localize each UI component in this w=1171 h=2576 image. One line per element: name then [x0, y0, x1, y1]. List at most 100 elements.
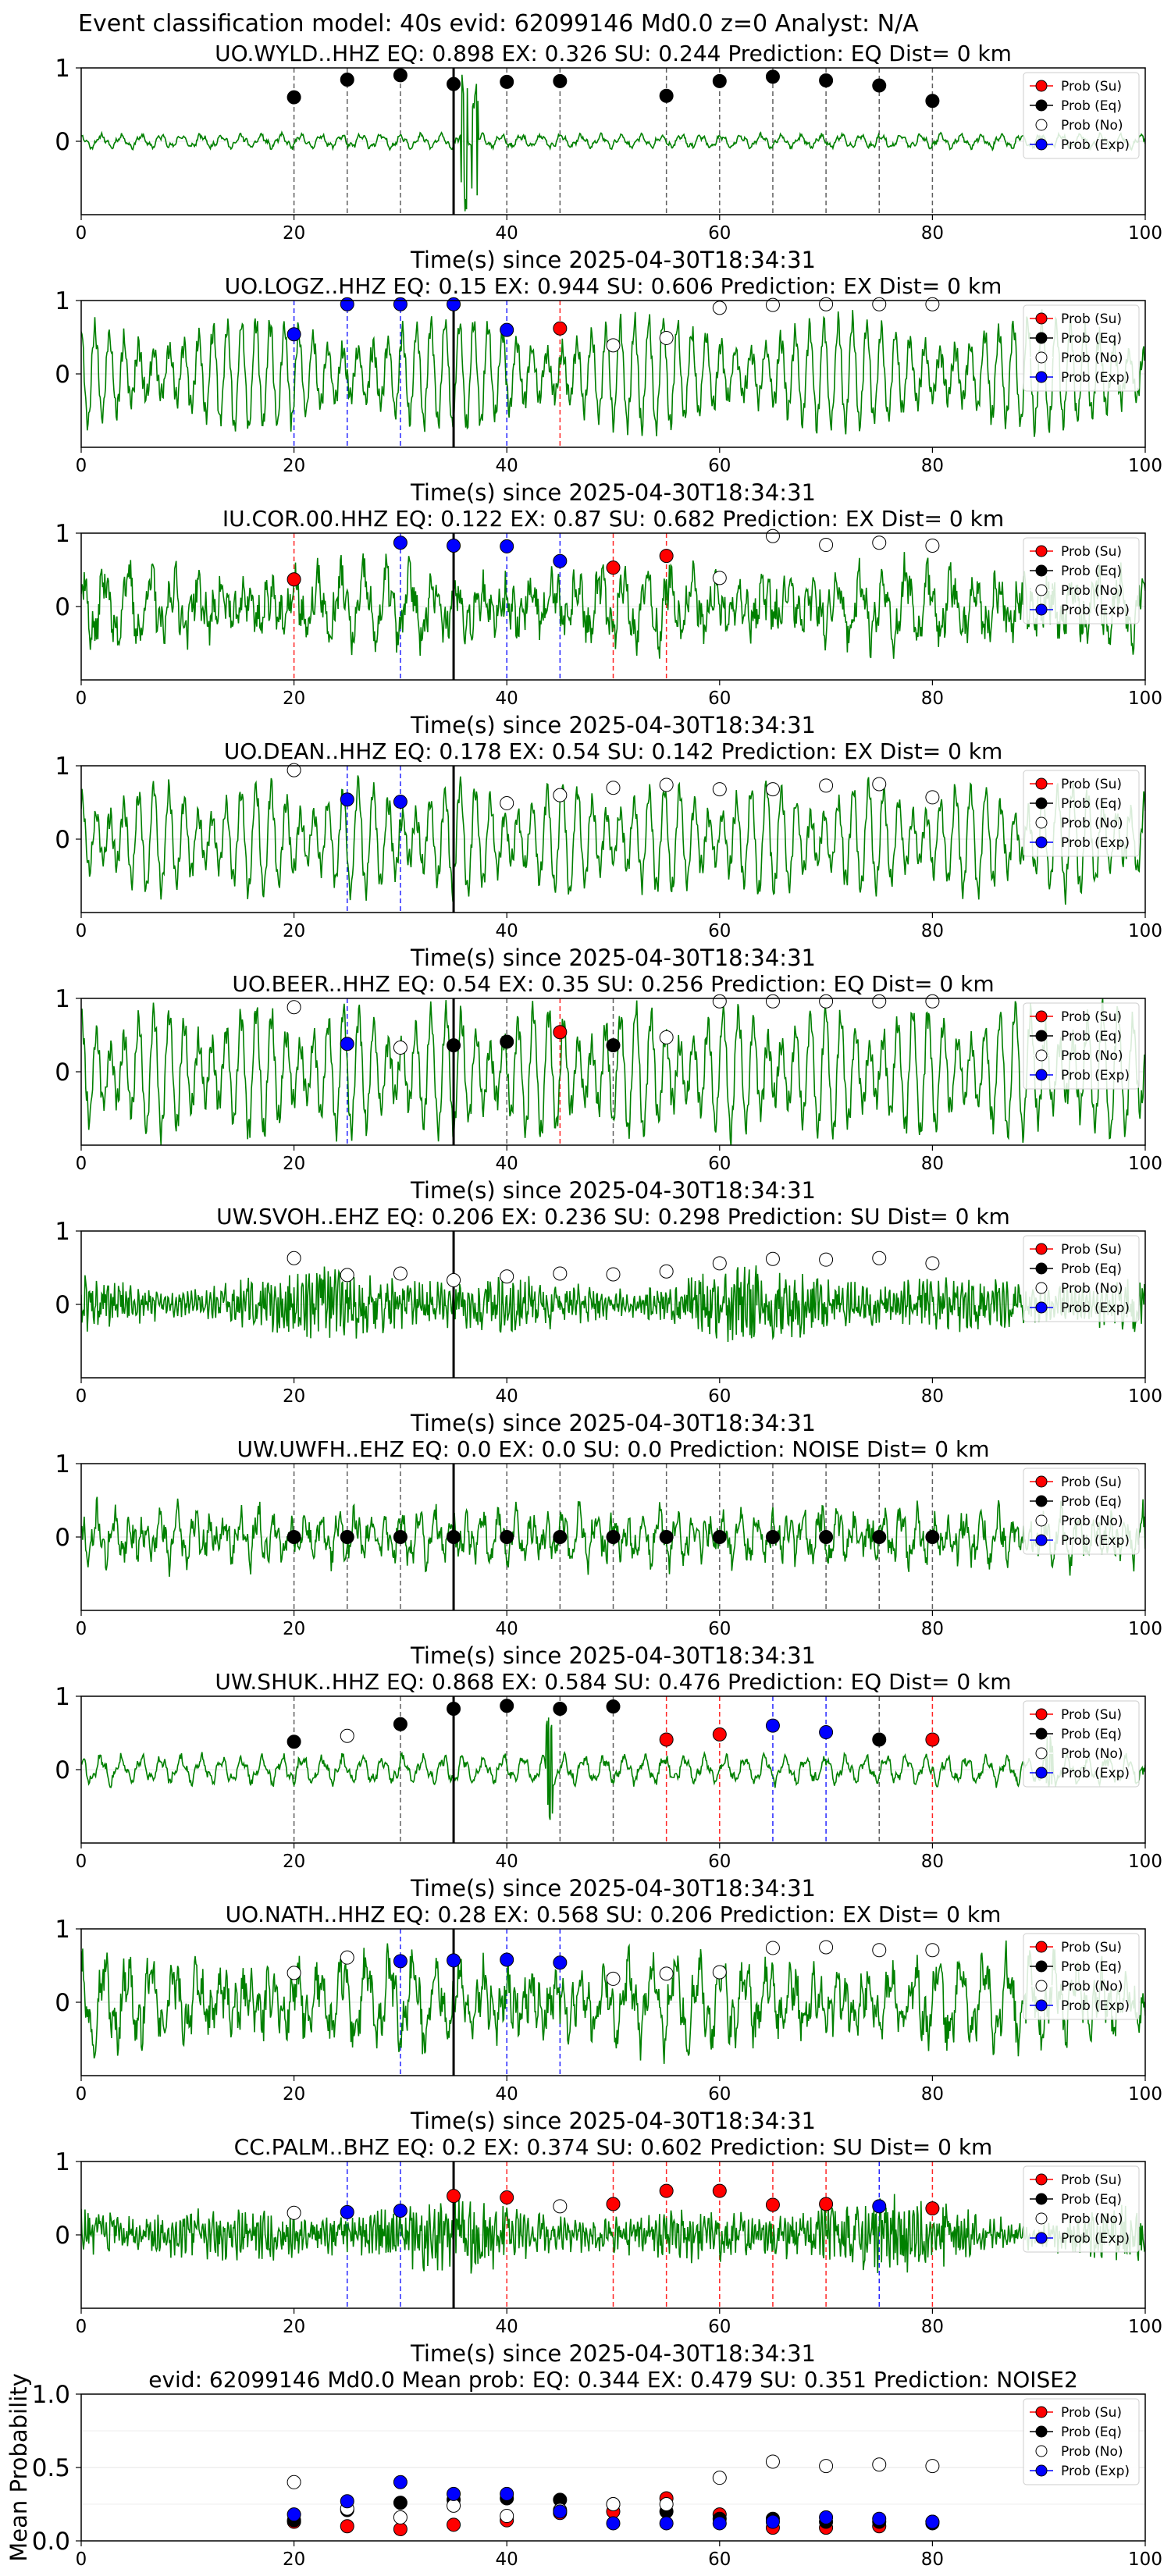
legend-label: Prob (Su) [1061, 1475, 1122, 1490]
probability-marker-no [659, 1966, 674, 1981]
x-axis-label: Time(s) since 2025-04-30T18:34:31 [410, 1642, 816, 1669]
x-tick-label: 0 [76, 688, 87, 709]
probability-marker-exp [447, 538, 461, 553]
probability-marker-no [925, 1256, 940, 1271]
probability-marker-exp [872, 2199, 887, 2214]
legend-label: Prob (Su) [1061, 1707, 1122, 1723]
panel-title: UO.NATH..HHZ EQ: 0.28 EX: 0.568 SU: 0.20… [226, 1902, 1002, 1927]
probability-marker-exp [500, 1952, 514, 1967]
x-tick-label: 60 [708, 921, 731, 941]
legend-marker-exp [1035, 2464, 1048, 2477]
station-panels: UO.WYLD..HHZ EQ: 0.898 EX: 0.326 SU: 0.2… [5, 41, 1162, 2570]
x-tick-label: 40 [496, 1386, 518, 1407]
x-tick-label: 0 [76, 1619, 87, 1639]
x-tick-label: 80 [921, 1154, 944, 1174]
x-tick-label: 80 [921, 456, 944, 476]
y-tick-label: 0 [55, 1756, 70, 1784]
x-tick-label: 100 [1128, 1154, 1162, 1174]
probability-marker-eq [447, 1701, 461, 1716]
y-tick-label: 0 [55, 593, 70, 621]
legend-marker-exp [1035, 836, 1048, 849]
y-tick-label: 1 [55, 1218, 70, 1246]
legend: Prob (Su) Prob (Eq) Prob (No) Prob (Exp) [1023, 2165, 1140, 2253]
legend-box [1023, 770, 1140, 857]
x-tick-label: 20 [283, 1619, 305, 1639]
x-tick-label: 20 [283, 223, 305, 244]
y-tick-label: 1 [55, 985, 70, 1013]
legend-marker-eq [1035, 99, 1048, 112]
probability-marker-su [819, 2197, 834, 2211]
legend: Prob (Su) Prob (Eq) Prob (No) Prob (Exp) [1023, 770, 1140, 857]
legend-label: Prob (Exp) [1061, 2464, 1130, 2479]
legend-marker-no [1035, 817, 1048, 829]
probability-marker-su [659, 2183, 674, 2198]
x-tick-label: 80 [921, 1386, 944, 1407]
legend: Prob (Su) Prob (Eq) Prob (No) Prob (Exp) [1023, 72, 1140, 159]
y-tick-label: 1 [55, 1450, 70, 1478]
x-tick-label: 100 [1128, 223, 1162, 244]
probability-marker-eq [553, 1530, 568, 1544]
legend-marker-su [1035, 1708, 1048, 1720]
legend-marker-exp [1035, 1301, 1048, 1314]
mean-marker-exp [606, 2516, 621, 2531]
probability-marker-eq [500, 74, 514, 89]
legend-marker-su [1035, 2406, 1048, 2418]
probability-marker-eq [765, 1530, 780, 1544]
legend-marker-eq [1035, 1262, 1048, 1275]
waveform-trace [81, 775, 1145, 905]
legend-label: Prob (Exp) [1061, 1533, 1130, 1549]
probability-marker-su [712, 2183, 727, 2198]
x-tick-label: 80 [921, 2317, 944, 2337]
probability-marker-no [500, 795, 514, 810]
probability-marker-eq [447, 76, 461, 91]
probability-marker-su [553, 321, 568, 336]
legend-label: Prob (No) [1061, 2211, 1123, 2227]
probability-marker-exp [447, 297, 461, 311]
y-tick-label: 0.5 [32, 2454, 70, 2482]
legend-box [1023, 1933, 1140, 2020]
legend-marker-su [1035, 80, 1048, 92]
legend: Prob (Su) Prob (Eq) Prob (No) Prob (Exp) [1023, 1700, 1140, 1788]
legend-box [1023, 1002, 1140, 1090]
probability-marker-no [925, 297, 940, 311]
probability-marker-no [712, 301, 727, 315]
legend-label: Prob (Eq) [1061, 98, 1122, 114]
legend-marker-no [1035, 2445, 1048, 2457]
legend-label: Prob (Su) [1061, 79, 1122, 94]
probability-marker-exp [340, 2204, 354, 2219]
probability-marker-su [925, 1732, 940, 1747]
probability-marker-no [659, 1030, 674, 1044]
x-tick-label: 60 [708, 2317, 731, 2337]
probability-marker-no [340, 1950, 354, 1965]
probability-marker-su [925, 2201, 940, 2216]
y-tick-label: 1 [55, 520, 70, 548]
x-tick-label: 100 [1128, 1619, 1162, 1639]
probability-marker-su [606, 2197, 621, 2211]
y-tick-label: 0 [55, 128, 70, 156]
probability-marker-no [765, 1941, 780, 1955]
legend-marker-eq [1035, 797, 1048, 809]
probability-marker-eq [393, 1717, 408, 1731]
probability-marker-eq [447, 1530, 461, 1544]
probability-marker-exp [393, 535, 408, 550]
x-axis-label: Time(s) since 2025-04-30T18:34:31 [410, 712, 816, 738]
mean-marker-no [925, 2459, 940, 2474]
legend-label: Prob (No) [1061, 1746, 1123, 1762]
probability-marker-eq [606, 1038, 621, 1053]
legend-marker-su [1035, 545, 1048, 557]
legend-marker-eq [1035, 2193, 1048, 2205]
station-panel: UO.LOGZ..HHZ EQ: 0.15 EX: 0.944 SU: 0.60… [55, 273, 1162, 506]
legend-label: Prob (Su) [1061, 1940, 1122, 1955]
probability-marker-no [872, 1943, 887, 1958]
mean-marker-no [872, 2457, 887, 2472]
y-tick-label: 0 [55, 826, 70, 854]
y-axis-label: Mean Probability [5, 2373, 32, 2562]
legend: Prob (Su) Prob (Eq) Prob (No) Prob (Exp) [1023, 1468, 1140, 1555]
mean-marker-no [659, 2497, 674, 2511]
probability-marker-no [659, 1264, 674, 1279]
probability-marker-no [553, 2199, 568, 2214]
legend: Prob (Su) Prob (Eq) Prob (No) Prob (Exp) [1023, 537, 1140, 624]
probability-marker-no [712, 782, 727, 797]
waveform-trace [81, 552, 1145, 659]
